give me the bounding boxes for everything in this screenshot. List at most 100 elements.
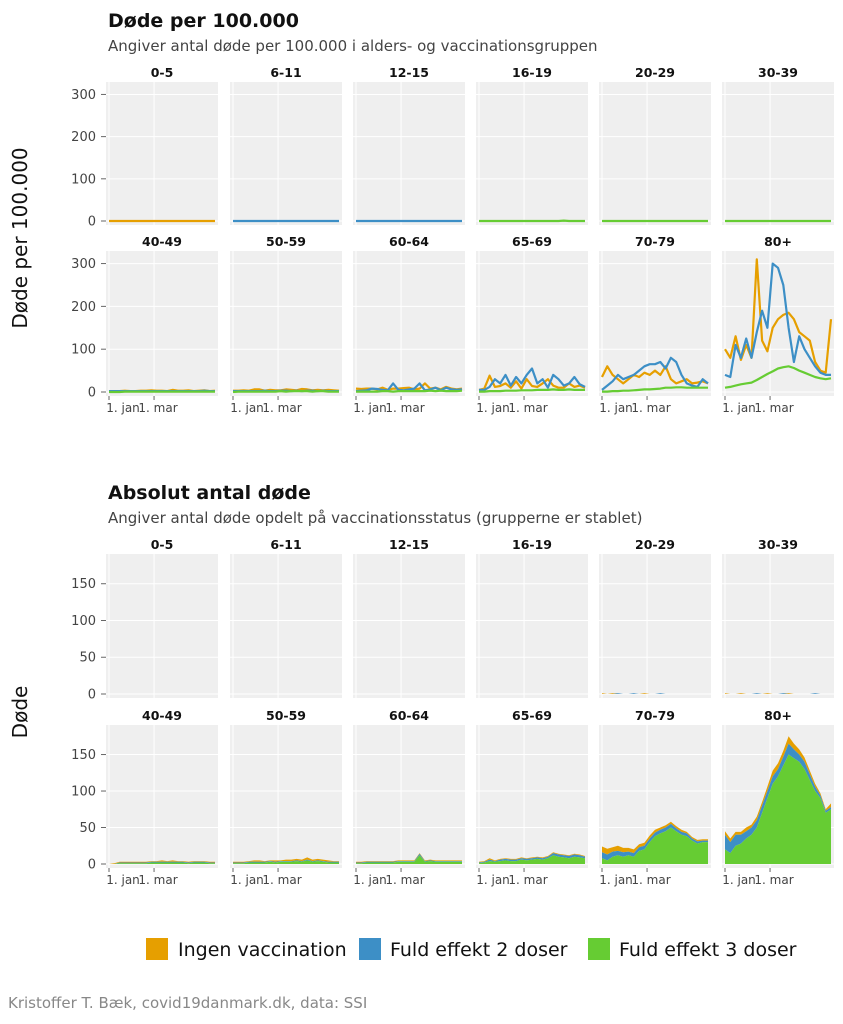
y-tick-label: 50 bbox=[79, 821, 96, 836]
y-tick-label: 0 bbox=[88, 386, 96, 401]
facet-label: 65-69 bbox=[512, 708, 552, 723]
series-area-fuld3 bbox=[725, 754, 831, 864]
y-tick-label: 100 bbox=[71, 785, 96, 800]
chart-2-subtitle: Angiver antal døde opdelt på vaccination… bbox=[108, 509, 642, 527]
x-tick-label: 1. mar bbox=[138, 873, 177, 887]
panel-background bbox=[106, 82, 218, 225]
x-tick-label: 1. jan bbox=[599, 873, 633, 887]
series-line-fuld2 bbox=[479, 367, 586, 391]
facet-label: 40-49 bbox=[142, 708, 182, 723]
facet-label: 16-19 bbox=[512, 65, 552, 80]
chart-1-y-axis-label: Døde per 100.000 bbox=[8, 147, 32, 328]
x-tick-label: 1. mar bbox=[385, 401, 424, 415]
panel-background bbox=[230, 82, 342, 225]
chart-2-panel-30-39: 30-39 bbox=[722, 537, 834, 698]
series-area-fuld2 bbox=[356, 853, 462, 864]
x-tick-label: 1. mar bbox=[631, 873, 670, 887]
x-tick-label: 1. jan bbox=[476, 401, 510, 415]
y-tick-label: 150 bbox=[71, 577, 96, 592]
panel-background bbox=[106, 251, 218, 396]
chart-2-panel-16-19: 16-19 bbox=[476, 537, 588, 698]
chart-1-panel-12-15: 12-15 bbox=[353, 65, 465, 225]
series-line-fuld3 bbox=[356, 389, 463, 393]
x-tick-label: 1. jan bbox=[599, 401, 633, 415]
legend-swatch-fuld3 bbox=[588, 938, 610, 960]
series-line-fuld2 bbox=[724, 262, 831, 379]
series-line-fuld2 bbox=[601, 356, 709, 391]
panel-background bbox=[599, 554, 711, 698]
y-tick-label: 300 bbox=[71, 88, 96, 103]
chart-1-panel-0-5: 0-5 0 100 200 300 bbox=[71, 65, 218, 230]
x-tick-label: 1. jan bbox=[106, 873, 140, 887]
facet-label: 50-59 bbox=[266, 234, 306, 249]
y-tick-label: 0 bbox=[88, 688, 96, 703]
chart-2-title: Absolut antal døde bbox=[108, 482, 311, 504]
series-line-fuld3 bbox=[724, 365, 832, 389]
facet-label: 80+ bbox=[764, 708, 792, 723]
facet-label: 12-15 bbox=[389, 65, 429, 80]
x-tick-label: 1. jan bbox=[722, 873, 756, 887]
series-area-fuld2 bbox=[233, 859, 339, 864]
panel-background bbox=[353, 725, 465, 868]
panel-background bbox=[722, 554, 834, 698]
series-area-fuld3 bbox=[602, 827, 708, 864]
facet-label: 20-29 bbox=[635, 537, 675, 552]
panel-background bbox=[230, 725, 342, 868]
y-tick-label: 100 bbox=[71, 614, 96, 629]
y-tick-label: 0 bbox=[88, 215, 96, 230]
caption: Kristoffer T. Bæk, covid19danmark.dk, da… bbox=[8, 994, 367, 1012]
panel-background bbox=[230, 251, 342, 396]
series-area-ingen bbox=[602, 693, 708, 694]
y-tick-label: 50 bbox=[79, 651, 96, 666]
legend-swatch-ingen bbox=[146, 938, 168, 960]
x-tick-label: 1. mar bbox=[754, 401, 793, 415]
legend: Ingen vaccination Fuld effekt 2 doser Fu… bbox=[146, 938, 797, 961]
facet-label: 65-69 bbox=[512, 234, 552, 249]
x-tick-label: 1. mar bbox=[754, 873, 793, 887]
facet-label: 40-49 bbox=[142, 234, 182, 249]
series-area-ingen bbox=[109, 860, 215, 864]
x-tick-label: 1. mar bbox=[631, 401, 670, 415]
facet-label: 0-5 bbox=[151, 65, 174, 80]
facet-label: 20-29 bbox=[635, 65, 675, 80]
legend-label-fuld2: Fuld effekt 2 doser bbox=[390, 939, 568, 961]
panel-background bbox=[722, 82, 834, 225]
chart-2-panel-12-15: 12-15 bbox=[353, 537, 465, 698]
chart-2-y-axis-label: Døde bbox=[8, 686, 32, 739]
series-line-fuld3 bbox=[602, 386, 708, 393]
y-tick-label: 100 bbox=[71, 172, 96, 187]
series-area-ingen bbox=[602, 821, 708, 855]
panel-background bbox=[353, 82, 465, 225]
x-tick-label: 1. jan bbox=[230, 873, 264, 887]
x-tick-label: 1. mar bbox=[508, 401, 547, 415]
series-area-fuld3 bbox=[479, 855, 585, 864]
facet-label: 50-59 bbox=[266, 708, 306, 723]
panel-background bbox=[599, 82, 711, 225]
series-line-fuld3 bbox=[232, 390, 339, 394]
legend-label-ingen: Ingen vaccination bbox=[178, 939, 347, 961]
panel-background bbox=[476, 251, 588, 396]
chart-2-panel-6-11: 6-11 bbox=[230, 537, 342, 698]
x-tick-label: 1. mar bbox=[508, 873, 547, 887]
x-tick-label: 1. jan bbox=[476, 873, 510, 887]
series-area-ingen bbox=[356, 853, 462, 863]
series-area-ingen bbox=[233, 857, 339, 863]
chart-1-panel-16-19: 16-19 bbox=[476, 65, 588, 225]
facet-label: 60-64 bbox=[389, 708, 429, 723]
facet-label: 12-15 bbox=[389, 537, 429, 552]
facet-label: 6-11 bbox=[270, 537, 301, 552]
panel-background bbox=[476, 725, 588, 868]
facet-label: 30-39 bbox=[758, 65, 798, 80]
y-tick-label: 200 bbox=[71, 300, 96, 315]
chart-1-facets: 0-5 0 100 200 300 6-11 12-15 16-19 20-29 30-39 40-… bbox=[71, 65, 834, 415]
panel-background bbox=[230, 554, 342, 698]
